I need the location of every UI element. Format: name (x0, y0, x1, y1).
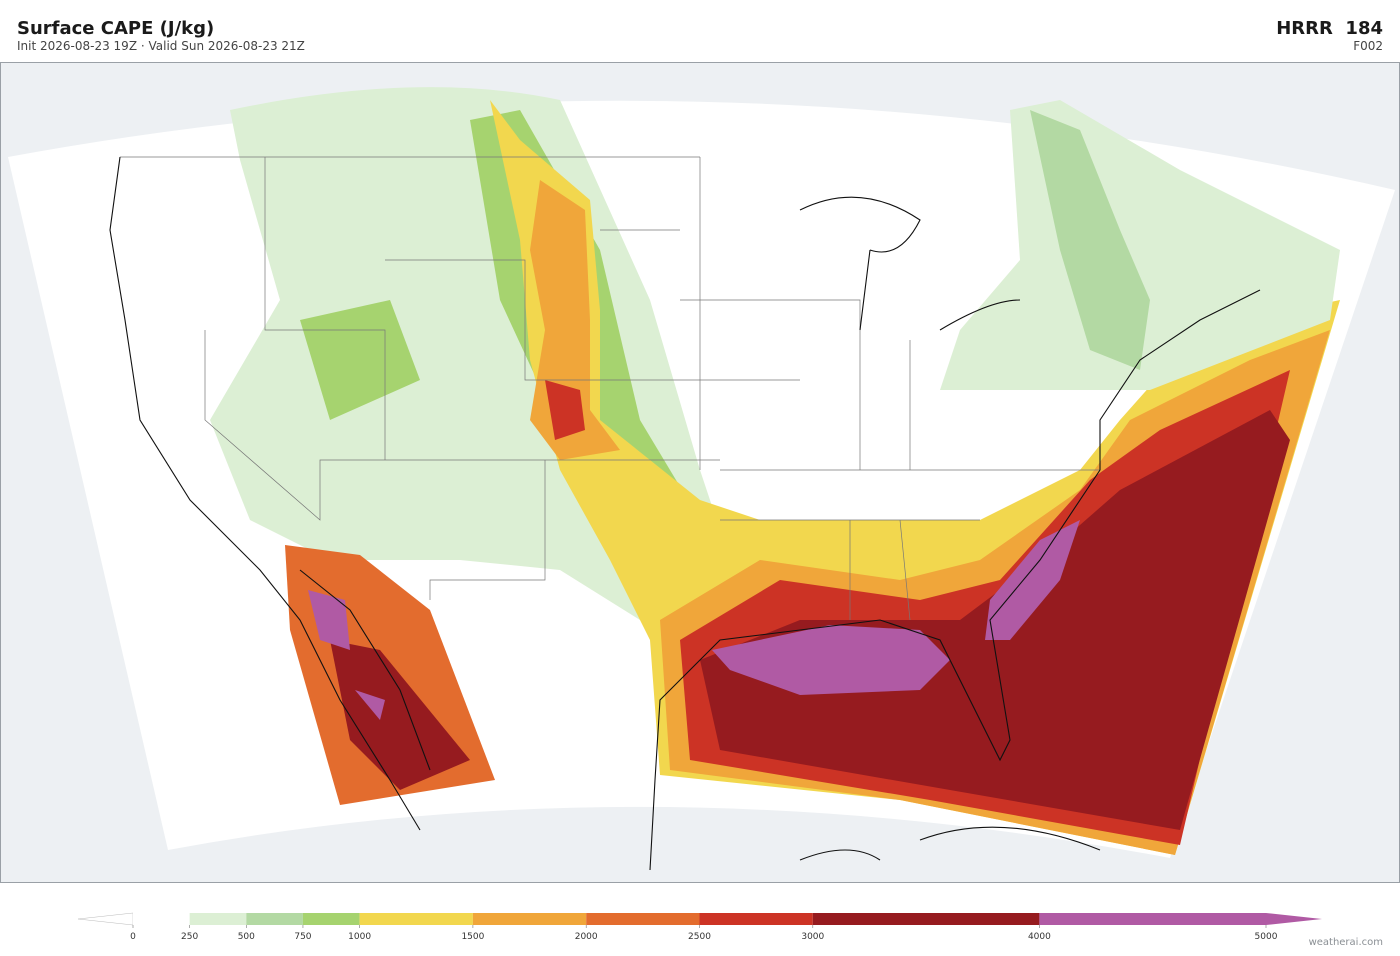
colorbar-segment (133, 913, 190, 925)
colorbar: 0 250 500 750 1000 1500 2000 2500 3000 4000 5000 (77, 912, 1322, 942)
forecast-hour: F002 (1353, 39, 1383, 53)
subtitle: Init 2026-08-23 19Z · Valid Sun 2026-08-… (17, 39, 305, 53)
colorbar-tick-label: 0 (130, 932, 136, 942)
title: Surface CAPE (J/kg) (17, 18, 214, 39)
cape-area (712, 520, 1080, 695)
colorbar-segment (699, 913, 813, 925)
colorbar-tick-label: 250 (181, 932, 198, 942)
colorbar-tick-label: 3000 (801, 932, 824, 942)
colorbar-tick-label: 4000 (1028, 932, 1051, 942)
colorbar-tick-label: 2500 (688, 932, 711, 942)
colorbar-segment (1039, 913, 1266, 925)
cape-area (1030, 110, 1150, 370)
colorbar-tick-label: 1500 (461, 932, 484, 942)
colorbar-segment (359, 913, 473, 925)
colorbar-tick-label: 2000 (575, 932, 598, 942)
cape-area (308, 590, 385, 720)
model-label: HRRR 184 (1276, 18, 1383, 39)
colorbar-tick-label: 500 (238, 932, 255, 942)
colorbar-tick-label: 750 (294, 932, 311, 942)
colorbar-segment (812, 913, 1040, 925)
colorbar-tick-label: 5000 (1255, 932, 1278, 942)
colorbar-segment (302, 913, 360, 925)
colorbar-segment (189, 913, 247, 925)
cape-area (940, 100, 1340, 390)
colorbar-extend-low (77, 912, 134, 926)
colorbar-extend-high (1266, 913, 1322, 925)
map (0, 62, 1400, 883)
colorbar-segment (472, 913, 587, 925)
colorbar-segment (246, 913, 303, 925)
credit: weatherai.com (1309, 937, 1383, 948)
colorbar-tick-label: 1000 (348, 932, 371, 942)
coastline (109, 156, 1261, 871)
colorbar-segment (586, 913, 700, 925)
state-boundary (120, 156, 1100, 621)
cape-area (330, 640, 470, 790)
lake-outline (799, 196, 1021, 331)
